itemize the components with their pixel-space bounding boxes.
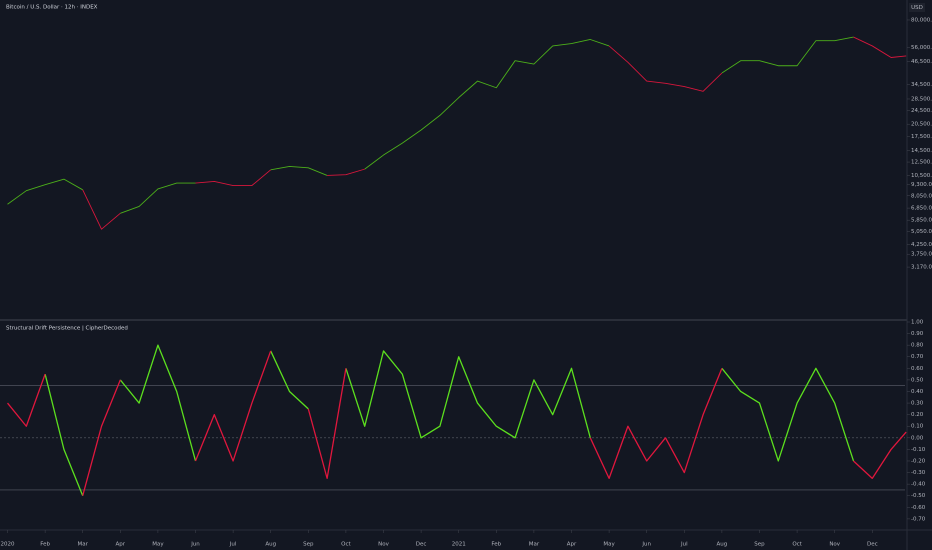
x-tick-label: Mar <box>529 542 540 548</box>
indicator-title: Structural Drift Persistence | CipherDec… <box>6 326 128 332</box>
y-tick-label: 46,500.00 <box>911 59 932 65</box>
x-tick-label: Feb <box>40 542 50 548</box>
x-tick-label: Dec <box>867 542 878 548</box>
y-tick-label: 28,500.00 <box>911 96 932 102</box>
y-tick-label: -0.40 <box>911 482 926 488</box>
y-tick-label: 34,500.00 <box>911 82 932 88</box>
currency-label[interactable]: USD <box>911 5 923 11</box>
y-tick-label: 0.70 <box>911 354 924 360</box>
x-tick-label: Jul <box>229 542 237 548</box>
y-tick-label: 56,000.00 <box>911 45 932 51</box>
y-tick-label: 4,250.00 <box>911 242 932 248</box>
y-tick-label: 5,050.00 <box>911 229 932 235</box>
x-tick-label: Mar <box>78 542 89 548</box>
y-tick-label: -0.10 <box>911 447 926 453</box>
y-tick-label: 14,500.00 <box>911 148 932 154</box>
x-tick-label: May <box>152 542 164 548</box>
y-tick-label: 0.80 <box>911 343 924 349</box>
y-tick-label: 3,750.00 <box>911 252 932 258</box>
x-tick-label: Nov <box>829 542 840 548</box>
y-tick-label: 0.50 <box>911 377 924 383</box>
y-tick-label: -0.30 <box>911 470 926 476</box>
y-tick-label: -0.20 <box>911 458 926 464</box>
series-line <box>7 36 854 214</box>
y-tick-label: 6,850.00 <box>911 206 932 212</box>
x-tick-label: Oct <box>792 542 802 548</box>
y-tick-label: 0.30 <box>911 401 924 407</box>
series-line <box>44 344 855 496</box>
series-line <box>7 350 907 496</box>
y-tick-label: 17,500.00 <box>911 134 932 140</box>
y-tick-label: 24,500.00 <box>911 108 932 114</box>
x-tick-label: 2020 <box>1 542 15 548</box>
x-tick-label: Nov <box>378 542 389 548</box>
y-tick-label: 12,500.00 <box>911 160 932 166</box>
x-tick-label: Jul <box>680 542 688 548</box>
chart-title: Bitcoin / U.S. Dollar · 12h · INDEX <box>6 5 98 11</box>
series-line <box>82 36 907 230</box>
y-tick-label: 5,850.00 <box>911 218 932 224</box>
y-tick-label: 1.00 <box>911 320 924 326</box>
y-tick-label: 3,170.00 <box>911 265 932 271</box>
y-tick-label: 0.00 <box>911 435 924 441</box>
x-tick-label: Apr <box>567 542 577 548</box>
y-tick-label: 9,300.00 <box>911 182 932 188</box>
y-tick-label: 0.90 <box>911 331 924 337</box>
y-tick-label: 0.10 <box>911 424 924 430</box>
x-tick-label: Apr <box>116 542 126 548</box>
x-tick-label: Dec <box>416 542 427 548</box>
x-tick-label: 2021 <box>452 542 466 548</box>
x-tick-label: Sep <box>754 542 765 548</box>
currency-box[interactable] <box>909 3 925 12</box>
y-tick-label: 80,000.00 <box>911 17 932 23</box>
x-tick-label: Aug <box>717 542 728 548</box>
y-tick-label: 0.40 <box>911 389 924 395</box>
x-tick-label: Oct <box>341 542 351 548</box>
x-tick-label: Aug <box>265 542 276 548</box>
y-tick-label: -0.50 <box>911 493 926 499</box>
y-tick-label: 0.60 <box>911 366 924 372</box>
y-tick-label: 20,500.00 <box>911 122 932 128</box>
y-tick-label: -0.70 <box>911 516 926 522</box>
y-tick-label: 10,500.00 <box>911 173 932 179</box>
x-tick-label: Sep <box>303 542 314 548</box>
y-tick-label: 8,050.00 <box>911 193 932 199</box>
x-tick-label: Jun <box>190 542 200 548</box>
x-tick-label: May <box>603 542 615 548</box>
x-tick-label: Feb <box>491 542 501 548</box>
y-tick-label: 0.20 <box>911 412 924 418</box>
y-tick-label: -0.60 <box>911 505 926 511</box>
x-tick-label: Jun <box>641 542 651 548</box>
